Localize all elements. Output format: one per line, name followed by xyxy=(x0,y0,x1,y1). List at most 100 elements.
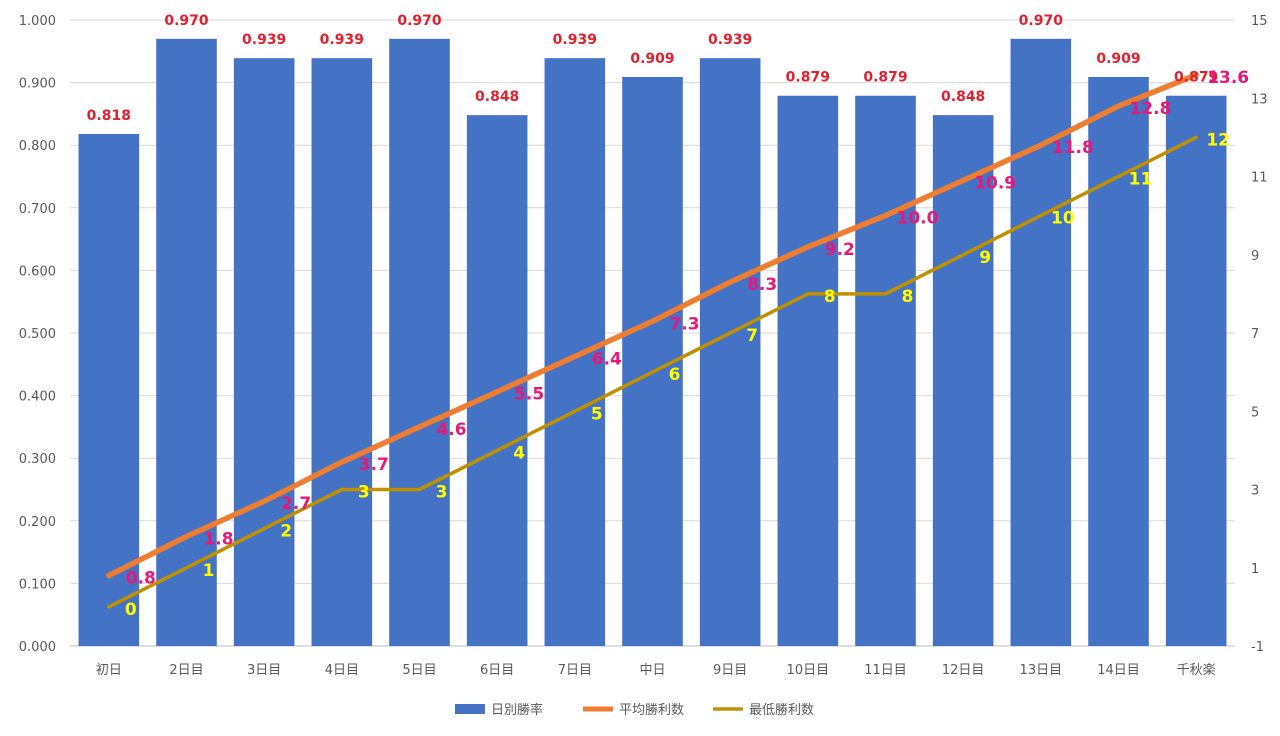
bar-data-label: 0.879 xyxy=(1174,70,1218,86)
legend-label-bar: 日別勝率 xyxy=(491,702,543,718)
bar-data-label: 0.939 xyxy=(320,32,364,48)
bar xyxy=(1088,76,1149,646)
bar-series xyxy=(78,38,1227,647)
avg-data-label: 2.7 xyxy=(281,494,311,514)
avg-data-label: 0.8 xyxy=(126,569,156,589)
y-left-tick-label: 0.700 xyxy=(19,202,56,217)
min-data-label: 11 xyxy=(1129,170,1153,190)
x-tick-label: 3日目 xyxy=(247,663,281,678)
x-tick-label: 2日目 xyxy=(169,663,203,678)
y-right-tick-label: 9 xyxy=(1251,249,1259,264)
y-left-tick-label: 0.300 xyxy=(19,452,56,467)
min-data-label: 7 xyxy=(746,326,758,346)
y-left-tick-label: 0.500 xyxy=(19,327,56,342)
bar-data-label: 0.939 xyxy=(242,32,286,48)
min-wins-line xyxy=(107,135,1198,609)
x-tick-label: 千秋楽 xyxy=(1177,662,1216,678)
x-tick-label: 5日目 xyxy=(402,663,436,678)
bar-data-label: 0.818 xyxy=(87,108,131,124)
bar xyxy=(233,58,295,647)
avg-data-label: 10.0 xyxy=(897,209,939,229)
avg-data-label: 4.6 xyxy=(436,420,466,440)
y-right-tick-label: 3 xyxy=(1251,484,1259,499)
bar-data-label: 0.970 xyxy=(164,13,209,29)
y-left-tick-label: 1.000 xyxy=(19,14,56,29)
y-left-tick-label: 0.800 xyxy=(19,139,56,154)
avg-data-label: 1.8 xyxy=(203,529,233,549)
bar xyxy=(932,115,994,647)
min-data-label: 3 xyxy=(358,483,370,503)
bar xyxy=(1010,38,1072,646)
y-left-tick-label: 0.000 xyxy=(19,640,56,655)
x-tick-label: 6日目 xyxy=(480,663,514,678)
min-data-label: 1 xyxy=(203,561,215,581)
min-data-label: 5 xyxy=(591,404,603,424)
avg-data-label: 12.8 xyxy=(1130,99,1172,119)
x-tick-label: 9日目 xyxy=(713,663,747,678)
avg-data-label: 9.2 xyxy=(825,240,855,260)
line-series xyxy=(106,72,1199,609)
legend-swatch-bar xyxy=(455,704,485,714)
x-tick-label: 11日目 xyxy=(864,663,907,678)
bar xyxy=(389,38,450,646)
avg-data-label: 10.9 xyxy=(974,173,1016,193)
bar-data-label: 0.909 xyxy=(630,51,674,67)
y-right-tick-label: 1 xyxy=(1251,562,1259,577)
avg-data-label: 6.4 xyxy=(592,349,622,369)
x-tick-label: 7日目 xyxy=(558,663,592,678)
y-left-tick-label: 0.200 xyxy=(19,515,56,530)
min-data-label: 12 xyxy=(1206,130,1230,150)
avg-data-label: 13.6 xyxy=(1207,68,1249,88)
min-data-label: 8 xyxy=(902,287,914,307)
y-left-tick-label: 0.600 xyxy=(19,264,56,279)
x-tick-label: 12日目 xyxy=(942,663,985,678)
x-tick-label: 13日目 xyxy=(1020,663,1063,678)
legend-label-min: 最低勝利数 xyxy=(749,703,814,718)
avg-data-label: 7.3 xyxy=(669,314,699,334)
bar-data-label: 0.909 xyxy=(1096,51,1140,67)
x-tick-label: 10日目 xyxy=(787,663,830,678)
bar-data-label: 0.848 xyxy=(941,89,985,105)
y-right-tick-label: 5 xyxy=(1251,405,1259,420)
bar xyxy=(777,95,839,647)
min-data-label: 6 xyxy=(669,365,681,385)
bar-data-label: 0.879 xyxy=(786,70,830,86)
axes: 0.000 0.100 0.200 0.300 0.400 0.500 0.600 0.700… xyxy=(19,14,1268,678)
avg-data-label: 3.7 xyxy=(359,455,389,475)
bar xyxy=(699,58,761,647)
y-right-tick-label: 11 xyxy=(1251,171,1268,186)
min-data-label: 4 xyxy=(513,443,525,463)
min-data-label: 10 xyxy=(1051,209,1075,229)
bar xyxy=(78,133,140,646)
bar-data-label: 0.848 xyxy=(475,89,519,105)
bar xyxy=(855,95,916,647)
x-tick-label: 初日 xyxy=(96,663,122,678)
min-data-label: 8 xyxy=(824,287,836,307)
min-data-label: 9 xyxy=(979,248,991,268)
avg-wins-line xyxy=(106,72,1199,579)
legend: 日別勝率 平均勝利数 最低勝利数 xyxy=(455,702,814,718)
bar-data-label: 0.879 xyxy=(863,70,907,86)
y-left-tick-label: 0.100 xyxy=(19,577,56,592)
bar-data-label: 0.939 xyxy=(553,32,597,48)
x-tick-label: 中日 xyxy=(639,663,665,678)
x-tick-label: 4日目 xyxy=(325,663,359,678)
y-left-tick-label: 0.900 xyxy=(19,77,56,92)
bar xyxy=(311,58,373,647)
avg-data-label: 11.8 xyxy=(1052,138,1094,158)
y-right-tick-label: 7 xyxy=(1251,327,1259,342)
y-right-tick-label: 13 xyxy=(1251,92,1268,107)
min-data-label: 3 xyxy=(436,483,448,503)
y-right-tick-label: -1 xyxy=(1251,640,1264,655)
avg-data-label: 8.3 xyxy=(747,275,777,295)
bar-data-label: 0.939 xyxy=(708,32,752,48)
bar xyxy=(544,58,606,647)
bar xyxy=(1165,95,1227,647)
min-data-label: 0 xyxy=(125,600,137,620)
y-left-tick-label: 0.400 xyxy=(19,390,56,405)
bar xyxy=(156,38,217,646)
y-right-tick-label: 15 xyxy=(1251,14,1268,29)
